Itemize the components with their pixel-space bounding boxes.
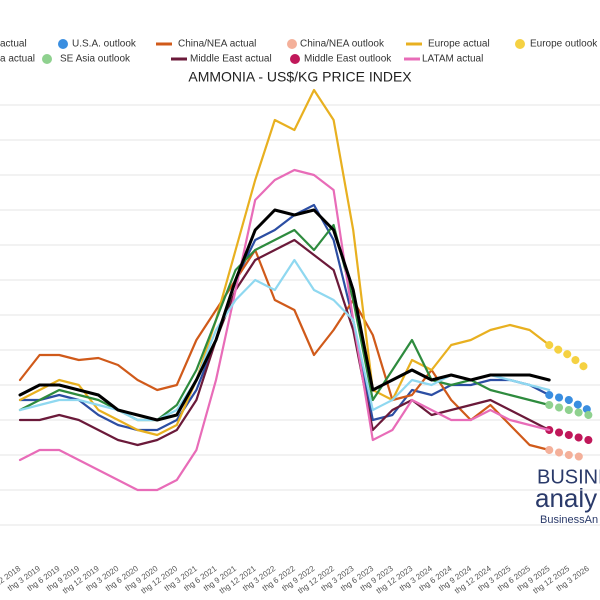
legend-marker [290,54,300,64]
legend-label: U.S.A. outlook [72,39,137,50]
series-line [18,88,551,437]
series-line [545,391,593,414]
watermark: BUSINE [537,466,600,488]
chart-title: AMMONIA - US$/KG PRICE INDEX [188,69,412,85]
legend-label: Europe actual [428,39,490,50]
legend-label: actual [0,39,27,50]
series-line [18,203,551,432]
series-line [18,223,551,422]
legend-marker [287,39,297,49]
legend-label: China/NEA outlook [300,39,385,50]
series-line [18,168,551,492]
legend-label: Middle East actual [190,54,272,65]
series-line [545,341,593,374]
watermark: BusinessAn [540,514,598,526]
legend-marker [42,54,52,64]
series-line [18,238,551,447]
legend-marker [58,39,68,49]
legend-label: Europe outlook [530,39,598,50]
series-line [18,248,551,452]
series-line [545,426,593,444]
series-line [545,401,593,419]
legend-label: Middle East outlook [304,54,392,65]
legend-label: a actual [0,54,35,65]
legend-label: China/NEA actual [178,39,256,50]
watermark: analy [535,483,597,513]
legend-label: SE Asia outlook [60,54,131,65]
series-line [545,446,593,462]
legend-label: LATAM actual [422,54,483,65]
legend-marker [515,39,525,49]
series-line [18,208,551,422]
